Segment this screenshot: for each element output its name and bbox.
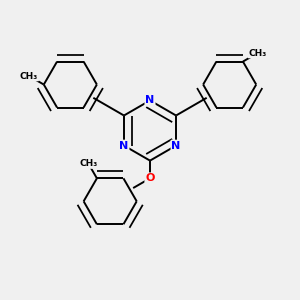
Text: N: N bbox=[119, 141, 129, 151]
Text: CH₃: CH₃ bbox=[20, 71, 38, 80]
Text: N: N bbox=[146, 95, 154, 106]
Text: CH₃: CH₃ bbox=[79, 159, 98, 168]
Text: CH₃: CH₃ bbox=[248, 49, 267, 58]
Text: N: N bbox=[171, 141, 181, 151]
Text: O: O bbox=[145, 173, 155, 183]
